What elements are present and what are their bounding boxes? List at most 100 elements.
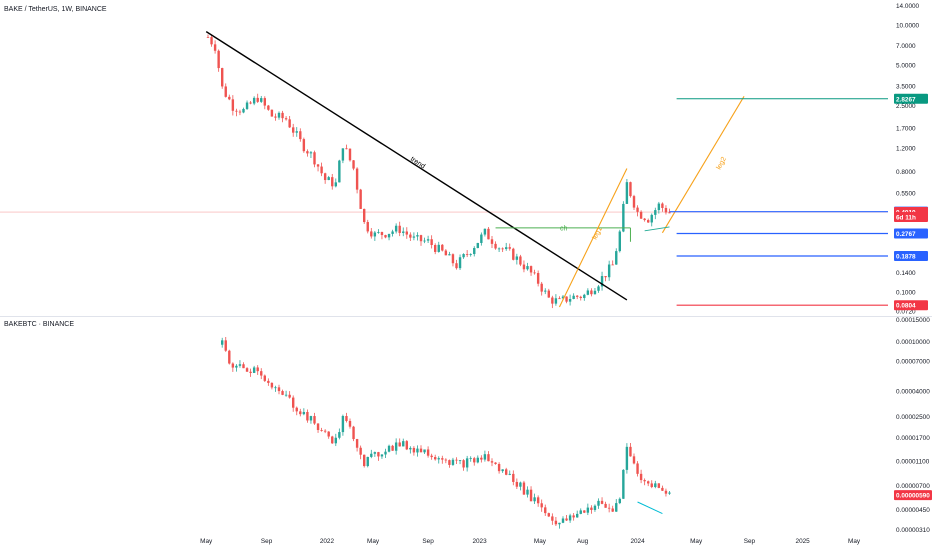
candle-body [636,463,639,474]
price-tag [894,228,928,239]
price-tag [894,93,928,104]
candle-body [281,391,284,395]
candle-body [228,350,231,364]
candle-body [217,50,220,69]
candle-body [529,266,533,273]
candle-body [657,203,661,211]
candle-body [359,447,362,455]
candle-body [366,222,369,232]
candle-body [551,516,554,521]
candle-body [398,225,401,233]
candle-body [654,210,657,215]
candle-body [398,442,401,447]
leg1-line [558,168,628,308]
candle-body [430,455,433,458]
candle-body [526,266,529,270]
candle-body [629,446,632,457]
x-tick-label: May [534,538,547,545]
candle-body [476,457,479,463]
candle-body [668,212,671,214]
candle-body [206,37,210,38]
candle-body [306,151,309,154]
candle-body [473,458,476,463]
y-tick-label: 0.8000 [896,169,916,176]
candle-body [274,116,277,118]
candle-body [643,218,646,221]
candle-body [607,264,611,278]
candle-body [657,483,661,488]
candle-body [327,177,330,181]
candle-body [210,37,213,45]
x-tick-label: 2025 [796,538,811,545]
candle-body [554,520,558,525]
candle-body [654,483,657,488]
candle-body [267,105,270,110]
candle-body [462,254,465,258]
candle-body [661,203,664,208]
btc-chart-title: BAKEBTC · BINANCE [4,321,74,328]
candle-body [622,203,625,232]
candle-body [313,416,316,424]
y-tick-label: 0.0720 [896,309,916,316]
candle-body [288,394,291,398]
y-tick-label: 2.5000 [896,103,916,110]
candle-body [451,459,455,465]
candle-body [394,225,398,232]
candle-body [572,515,575,518]
candle-body [231,363,235,368]
candle-body [302,411,306,415]
candle-body [302,139,306,152]
candle-body [622,469,625,499]
candle-body [299,131,302,140]
x-tick-label: 2023 [472,538,487,545]
candle-body [327,431,330,437]
candle-body [426,239,430,241]
x-tick-label: Sep [422,538,434,545]
candle-body [501,248,504,250]
candle-body [402,231,405,233]
candle-body [565,518,568,521]
candle-body [228,96,231,100]
x-tick-label: Aug [577,538,589,545]
candle-body [235,365,238,368]
candle-body [476,242,479,249]
y-tick-label: 14.0000 [896,3,920,10]
candle-body [540,283,543,292]
wedge-line [644,226,670,232]
candle-body [565,296,568,302]
candle-body [423,449,426,453]
candle-body [561,296,565,299]
candle-body [647,220,650,223]
y-tick-label: 0.5500 [896,191,916,198]
candle-body [345,416,348,421]
candle-body [313,152,316,165]
candle-body [260,371,263,376]
y-tick-label: 0.00001100 [896,458,930,465]
candle-body [434,457,437,460]
candle-body [245,102,249,109]
y-tick-label: 1.7000 [896,125,916,132]
candle-body [249,371,252,373]
candle-body [331,436,334,444]
y-tick-label: 0.1000 [896,290,916,297]
candle-body [487,228,490,240]
candle-body [611,508,614,512]
wedge-line-btc [637,501,663,515]
candle-body [465,254,469,255]
price-tag-label: 6d 11h [896,214,916,221]
candle-body [547,513,550,517]
candle-body [576,513,579,518]
leg2-label: leg2 [716,156,728,171]
candle-body [536,273,540,284]
candle-body [639,473,643,481]
candle-body [661,487,664,491]
candle-body [391,231,394,234]
candle-body [593,505,597,510]
candle-body [526,489,529,495]
price-tag [894,251,928,262]
candle-body [469,254,472,255]
candle-body [558,522,561,525]
candle-body [419,235,423,242]
candle-body [221,68,224,87]
candle-body [231,99,235,111]
